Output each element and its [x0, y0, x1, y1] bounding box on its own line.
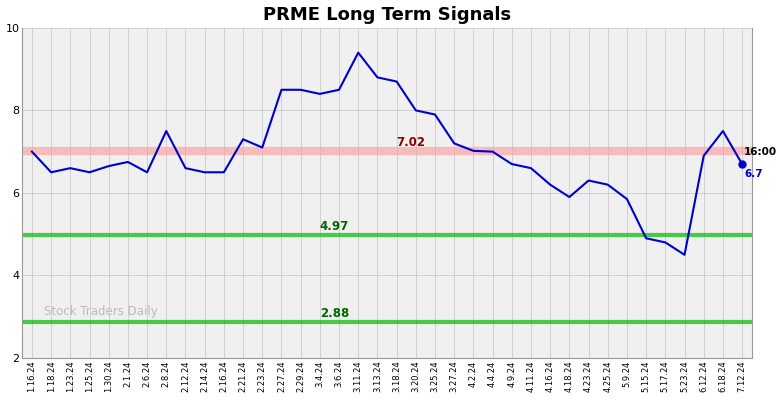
Text: 2.88: 2.88	[320, 307, 349, 320]
Text: 4.97: 4.97	[320, 220, 349, 234]
Text: 7.02: 7.02	[397, 136, 426, 149]
Text: 16:00: 16:00	[744, 147, 777, 157]
Text: 6.7: 6.7	[744, 169, 763, 179]
Title: PRME Long Term Signals: PRME Long Term Signals	[263, 6, 511, 23]
Text: Stock Traders Daily: Stock Traders Daily	[44, 305, 158, 318]
